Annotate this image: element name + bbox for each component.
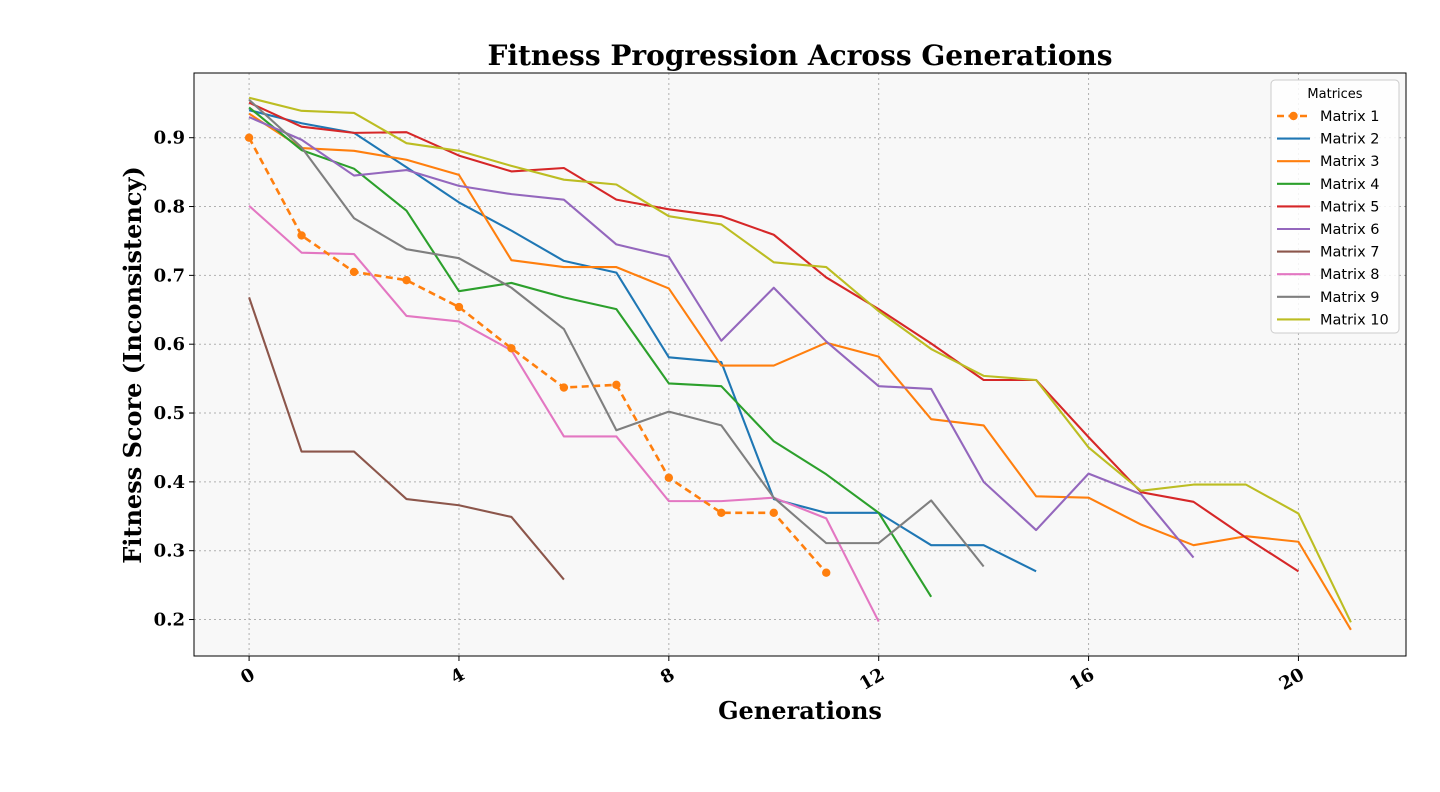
data-point (244, 133, 254, 142)
data-point (507, 344, 516, 353)
legend-box (1270, 79, 1400, 334)
plot-area (194, 73, 1406, 656)
series-2 (248, 109, 1037, 573)
series-5 (248, 101, 1300, 573)
data-point (769, 508, 778, 518)
data-point (454, 302, 464, 312)
y-tick-label: 0.5 (154, 403, 185, 424)
series-lines (244, 96, 1352, 631)
legend-entry-label: Matrix 8 (1320, 267, 1380, 283)
x-tick-label: 20 (1276, 664, 1308, 695)
series-6 (248, 116, 1195, 559)
data-point (612, 380, 621, 390)
series-line (248, 116, 1195, 559)
series-line (248, 297, 565, 581)
series-10 (248, 96, 1352, 623)
legend-entry-label: Matrix 7 (1320, 245, 1380, 261)
x-tick-label: 4 (447, 664, 468, 688)
x-tick-label: 16 (1066, 664, 1098, 695)
series-3 (248, 112, 1352, 631)
series-9 (248, 99, 985, 568)
legend-entry-label: Matrix 5 (1320, 199, 1380, 215)
y-tick-label: 0.3 (154, 541, 185, 562)
series-1 (244, 133, 831, 577)
y-tick-label: 0.7 (154, 265, 185, 286)
series-line (247, 137, 828, 574)
y-tick-label: 0.8 (154, 197, 185, 218)
legend-entry-label: Matrix 2 (1320, 132, 1380, 148)
x-tick-label: 8 (657, 664, 678, 688)
x-tick-label: 0 (237, 664, 258, 688)
y-axis-label: Fitness Score (Inconsistency) (118, 166, 147, 564)
data-point (559, 383, 569, 392)
y-tick-label: 0.9 (154, 128, 185, 149)
y-tick-label: 0.4 (154, 472, 185, 493)
series-7 (248, 297, 565, 581)
x-tick-label: 12 (856, 664, 888, 695)
data-point (349, 267, 359, 277)
series-line (248, 109, 1037, 573)
legend-title: Matrices (1307, 87, 1362, 102)
y-tick-label: 0.2 (154, 610, 185, 631)
series-line (248, 112, 1352, 631)
series-line (248, 96, 1352, 623)
x-axis-label: Generations (718, 696, 882, 725)
data-point (297, 231, 306, 240)
data-point (822, 568, 831, 577)
legend-entry-label: Matrix 4 (1320, 177, 1380, 193)
data-point (664, 473, 674, 482)
chart-title: Fitness Progression Across Generations (487, 39, 1112, 72)
legend-entry-label: Matrix 6 (1320, 222, 1380, 238)
data-point (717, 508, 726, 518)
series-line (248, 101, 1300, 573)
y-tick-label: 0.6 (154, 334, 185, 355)
legend-entry-label: Matrix 3 (1320, 154, 1380, 170)
legend: Matrices Matrix 1 Matrix 2 Matrix 3 Matrix … (1270, 79, 1400, 334)
plot-frame (193, 72, 1407, 657)
legend-entry-label: Matrix 9 (1320, 290, 1380, 306)
legend-entry-label: Matrix 1 (1320, 109, 1380, 125)
data-point (402, 275, 411, 285)
series-line (248, 99, 985, 568)
legend-marker (1289, 111, 1298, 121)
legend-entry-label: Matrix 10 (1320, 312, 1389, 328)
